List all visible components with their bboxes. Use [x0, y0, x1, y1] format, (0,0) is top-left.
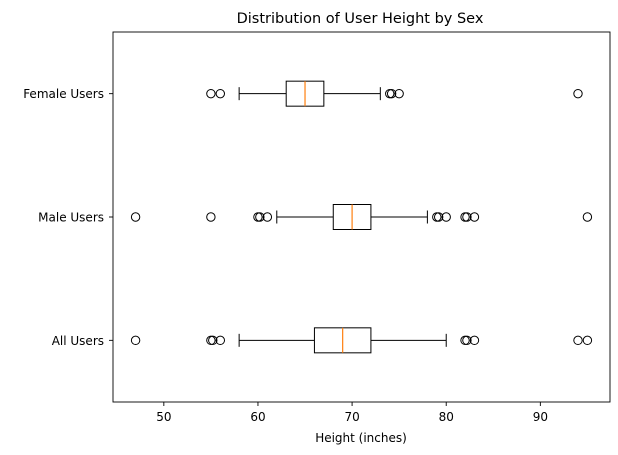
outlier-point — [206, 335, 216, 346]
outlier-point — [460, 335, 470, 346]
outlier-point — [255, 212, 265, 222]
outlier-point — [130, 335, 141, 346]
outlier-point — [462, 212, 472, 222]
x-tick-label: 50 — [156, 410, 171, 424]
outlier-point — [262, 212, 273, 222]
y-tick-label: All Users — [52, 334, 104, 348]
x-tick-label: 80 — [439, 410, 454, 424]
plot-frame — [112, 31, 611, 403]
outlier-point — [460, 212, 470, 222]
outlier-point — [433, 212, 444, 222]
outlier-point — [215, 88, 226, 99]
outlier-point — [469, 335, 480, 346]
x-tick-label: 60 — [250, 410, 265, 424]
outlier-point — [130, 212, 141, 222]
outlier-point — [573, 335, 583, 346]
outlier-point — [582, 335, 593, 346]
x-tick-label: 70 — [344, 410, 359, 424]
x-tick-label: 90 — [533, 410, 548, 424]
outlier-point — [462, 335, 472, 346]
outlier-point — [253, 212, 263, 222]
outlier-point — [441, 212, 451, 222]
outlier-point — [386, 88, 397, 99]
outlier-point — [385, 88, 395, 99]
outlier-point — [215, 335, 226, 346]
outlier-point — [573, 88, 583, 99]
y-tick-label: Female Users — [23, 87, 104, 101]
outlier-point — [469, 212, 480, 222]
x-axis-label: Height (inches) — [315, 431, 407, 445]
y-tick-label: Male Users — [38, 211, 104, 225]
outlier-point — [394, 88, 404, 99]
outlier-point — [206, 88, 216, 99]
outlier-point — [582, 212, 593, 222]
outlier-point — [432, 212, 442, 222]
outlier-point — [208, 335, 218, 346]
chart-title: Distribution of User Height by Sex — [237, 11, 484, 27]
outlier-point — [206, 212, 216, 222]
